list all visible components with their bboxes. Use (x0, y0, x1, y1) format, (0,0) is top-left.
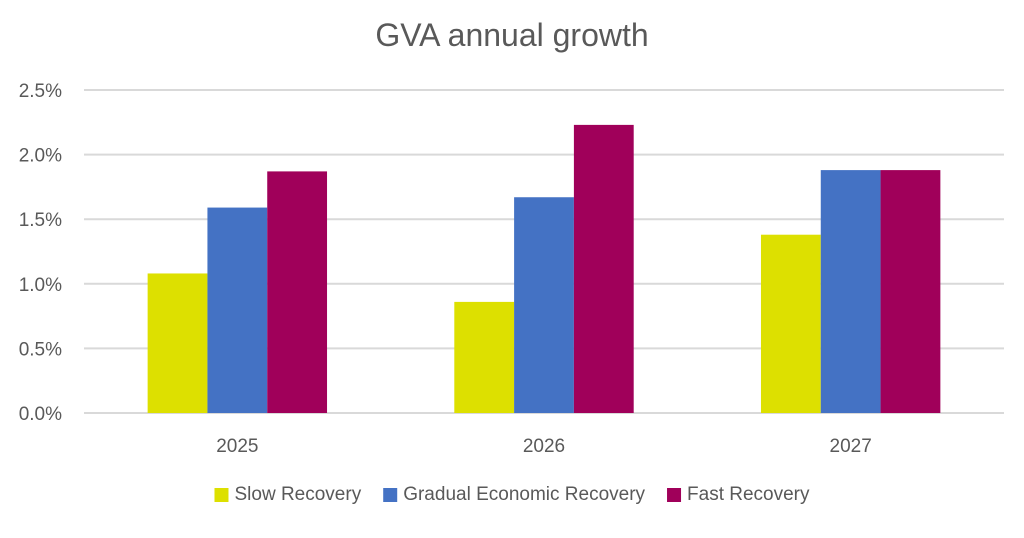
legend-item: Gradual Economic Recovery (383, 484, 646, 505)
legend-swatch (667, 488, 682, 502)
y-axis-tick-labels: 0.0% 0.5% 1.0% 1.5% 2.0% 2.5% (19, 81, 62, 425)
y-tick-label: 2.5% (19, 81, 62, 102)
legend-item: Fast Recovery (667, 484, 810, 505)
x-axis-tick-labels: 2025 2026 2027 (216, 436, 872, 457)
legend-label: Fast Recovery (687, 484, 810, 505)
x-tick-label: 2026 (523, 436, 565, 457)
y-tick-label: 1.5% (19, 210, 62, 231)
legend-label: Gradual Economic Recovery (403, 484, 645, 505)
bar-slow-recovery-2027 (760, 234, 821, 413)
legend-swatch (214, 488, 229, 502)
y-tick-label: 1.0% (19, 275, 62, 296)
legend-swatch (383, 488, 398, 502)
bar-fast-recovery-2027 (880, 170, 941, 413)
bar-slow-recovery-2026 (454, 301, 515, 413)
x-tick-label: 2027 (830, 436, 872, 457)
y-tick-label: 0.0% (19, 404, 62, 425)
x-tick-label: 2025 (216, 436, 258, 457)
bar-gradual-economic-recovery-2025 (207, 207, 268, 413)
y-tick-label: 0.5% (19, 339, 62, 360)
bar-gradual-economic-recovery-2027 (820, 170, 881, 413)
bar-fast-recovery-2026 (573, 124, 634, 413)
bars (147, 124, 941, 413)
bar-fast-recovery-2025 (267, 171, 328, 413)
legend-item: Slow Recovery (214, 484, 362, 505)
y-tick-label: 2.0% (19, 146, 62, 167)
legend: Slow Recovery Gradual Economic Recovery Fa… (214, 484, 810, 505)
bar-gradual-economic-recovery-2026 (514, 197, 574, 413)
chart-title: GVA annual growth (375, 17, 648, 53)
bar-slow-recovery-2025 (147, 273, 208, 413)
legend-label: Slow Recovery (234, 484, 361, 505)
